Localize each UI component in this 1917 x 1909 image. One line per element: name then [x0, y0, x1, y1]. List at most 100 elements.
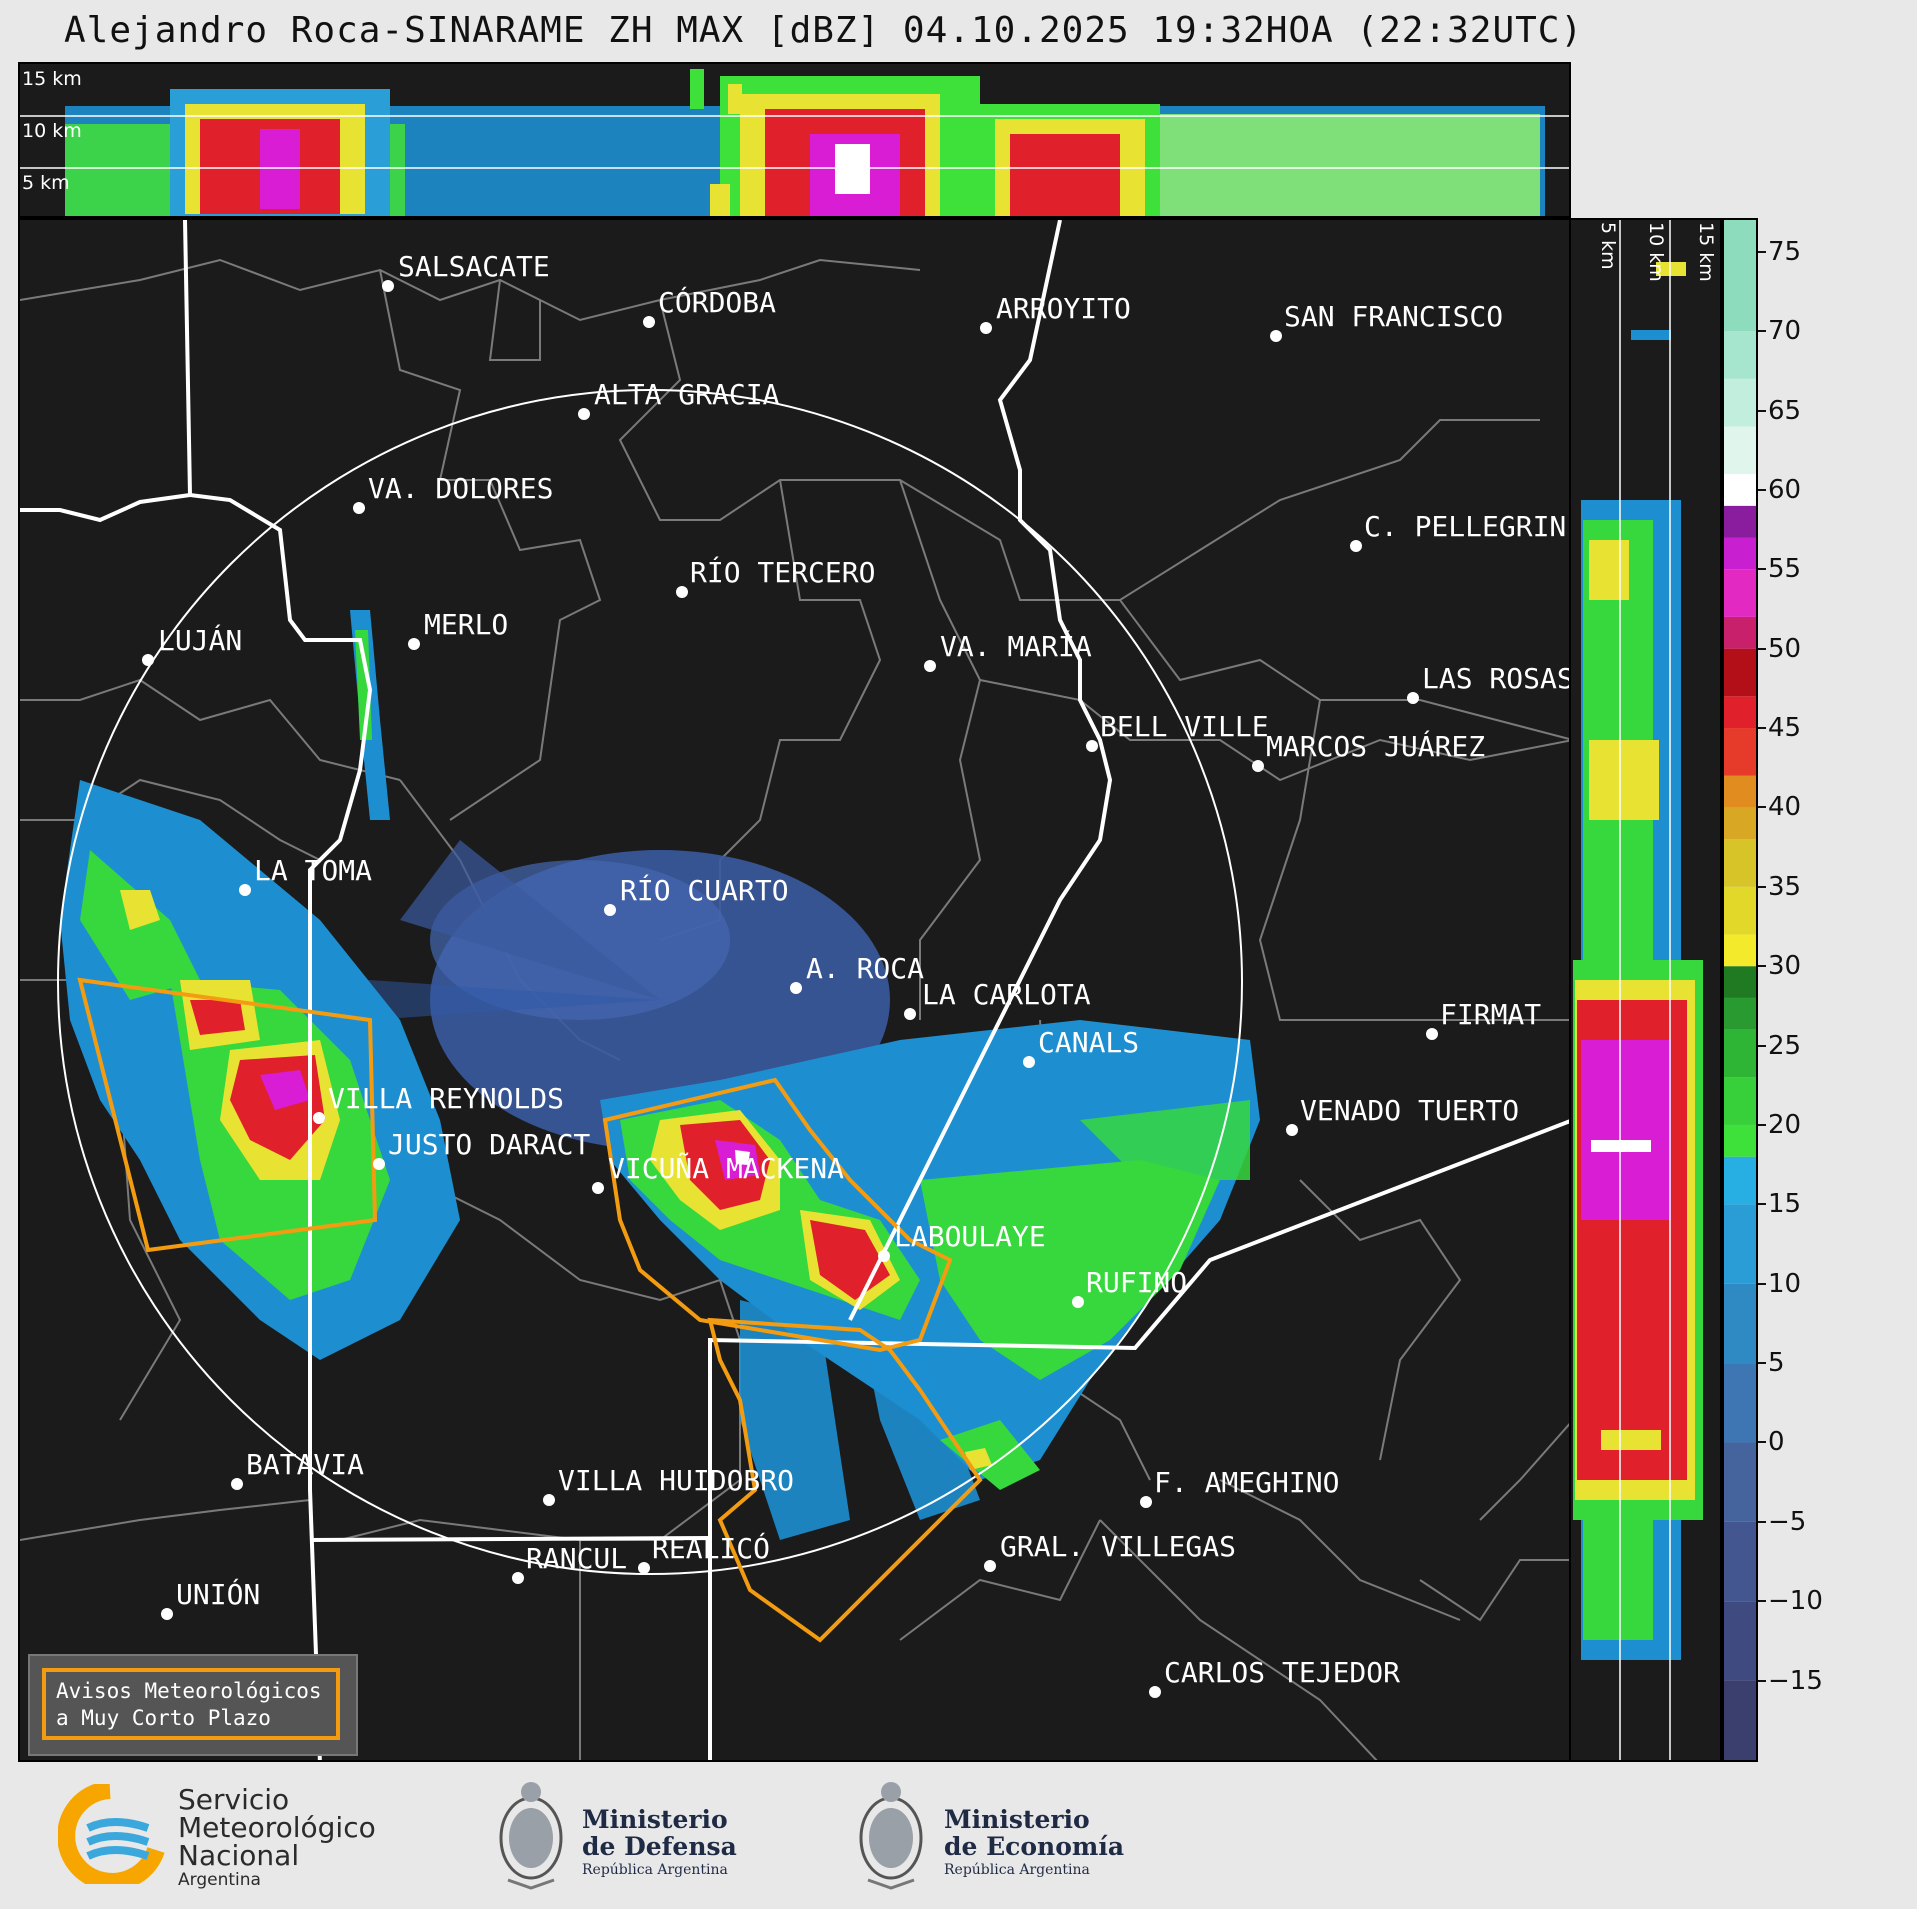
colorbar-tick-label: 15 — [1768, 1189, 1802, 1220]
smn-logo-icon — [58, 1784, 165, 1884]
colorbar-band — [1724, 474, 1756, 506]
colorbar-tick-mark — [1758, 1600, 1766, 1603]
colorbar-tick-label: 75 — [1768, 236, 1802, 267]
colorbar-tick-label: 25 — [1768, 1030, 1802, 1061]
colorbar-tick-mark — [1758, 250, 1766, 253]
colorbar-band — [1724, 1363, 1756, 1443]
defensa-line3: República Argentina — [582, 1862, 728, 1878]
city-label-realico: REALICÓ — [652, 1531, 770, 1565]
colorbar-tick-label: 0 — [1768, 1427, 1785, 1458]
colorbar-band — [1724, 1077, 1756, 1125]
colorbar-band — [1724, 537, 1756, 570]
city-label-bell-ville: BELL VILLE — [1100, 710, 1269, 743]
colorbar-band — [1724, 1680, 1756, 1760]
radar-echoes — [60, 610, 1260, 1540]
defensa-line2: de Defensa — [582, 1832, 737, 1861]
colorbar-band — [1724, 1521, 1756, 1602]
smn-line3: Nacional — [178, 1839, 300, 1872]
city-label-va-dolores: VA. DOLORES — [368, 472, 553, 505]
smn-line1: Servicio — [178, 1783, 290, 1816]
economia-line2: de Economía — [944, 1832, 1125, 1861]
colorbar-band — [1724, 1124, 1756, 1157]
colorbar-tick-label: −5 — [1768, 1506, 1807, 1537]
page-title: Alejandro Roca-SINARAME ZH MAX [dBZ] 04.… — [64, 10, 1584, 51]
radar-map-graphic: SALSACATE CÓRDOBA ARROYITO SAN FRANCISCO… — [20, 220, 1571, 1760]
colorbar-tick-label: 5 — [1768, 1348, 1785, 1379]
colorbar-tick-mark — [1758, 1203, 1766, 1206]
warning-legend-frame: Avisos Meteorológicos a Muy Corto Plazo — [42, 1668, 340, 1740]
city-label-rio-cuarto: RÍO CUARTO — [620, 873, 789, 907]
city-markers — [142, 280, 1438, 1698]
city-label-f-ameghino: F. AMEGHINO — [1154, 1466, 1339, 1499]
height-label-15km: 15 km — [22, 68, 82, 90]
colorbar-tick-mark — [1758, 885, 1766, 888]
colorbar-band — [1724, 220, 1756, 332]
colorbar-tick-mark — [1758, 965, 1766, 968]
city-label-villa-huidobro: VILLA HUIDOBRO — [558, 1464, 794, 1497]
city-label-a-roca: A. ROCA — [806, 952, 924, 985]
colorbar-tick-mark — [1758, 1282, 1766, 1285]
colorbar-band — [1724, 934, 1756, 967]
colorbar-tick-mark — [1758, 1520, 1766, 1523]
colorbar-band — [1724, 696, 1756, 729]
colorbar-tick-mark — [1758, 647, 1766, 650]
city-label-las-rosas: LAS ROSAS — [1422, 662, 1571, 695]
smn-logo-text: Servicio Meteorológico Nacional Argentin… — [178, 1783, 376, 1891]
colorbar-tick-label: −15 — [1768, 1665, 1823, 1696]
colorbar-band — [1724, 886, 1756, 935]
defensa-shield-icon — [499, 1782, 563, 1890]
city-label-villa-reynolds: VILLA REYNOLDS — [328, 1082, 564, 1115]
city-label-union: UNIÓN — [176, 1577, 260, 1611]
radar-map: SALSACATE CÓRDOBA ARROYITO SAN FRANCISCO… — [18, 218, 1571, 1762]
city-label-marcos-juarez: MARCOS JUÁREZ — [1266, 729, 1485, 763]
city-label-salsacate: SALSACATE — [398, 250, 550, 283]
city-label-cordoba: CÓRDOBA — [658, 285, 776, 319]
colorbar-tick-label: 50 — [1768, 633, 1802, 664]
colorbar-band — [1724, 1442, 1756, 1522]
colorbar-tick-label: 45 — [1768, 713, 1802, 744]
colorbar-tick-mark — [1758, 1362, 1766, 1365]
economia-line3: República Argentina — [944, 1862, 1090, 1878]
colorbar-tick-mark — [1758, 488, 1766, 491]
city-label-va-maria: VA. MARÍA — [940, 629, 1092, 663]
city-label-la-toma: LA TOMA — [254, 854, 372, 887]
economia-logo-text: Ministerio de Economía República Argenti… — [944, 1806, 1124, 1880]
colorbar-tick-label: 30 — [1768, 951, 1802, 982]
province-borders — [20, 220, 1569, 1760]
city-label-laboulaye: LABOULAYE — [894, 1220, 1046, 1253]
city-label-rio-tercero: RÍO TERCERO — [690, 555, 875, 589]
colorbar-band — [1724, 1156, 1756, 1205]
city-label-venado-tuerto: VENADO TUERTO — [1300, 1094, 1519, 1127]
warning-polygons — [77, 977, 983, 1643]
colorbar-band — [1724, 378, 1756, 427]
economia-line1: Ministerio — [944, 1805, 1090, 1834]
colorbar-band — [1724, 1029, 1756, 1078]
side-height-profile: 5 km 10 km 15 km — [1569, 218, 1722, 1762]
colorbar-tick-label: −10 — [1768, 1586, 1823, 1617]
city-label-la-carlota: LA CARLOTA — [922, 978, 1091, 1011]
colorbar-tick-mark — [1758, 330, 1766, 333]
top-height-profile: 15 km 10 km 5 km — [18, 62, 1571, 218]
height-label-5km: 5 km — [22, 172, 70, 194]
economia-shield-icon — [859, 1782, 923, 1890]
city-label-merlo: MERLO — [424, 608, 508, 641]
colorbar-band — [1724, 616, 1756, 649]
colorbar-graphic — [1724, 220, 1756, 1760]
city-label-arroyito: ARROYITO — [996, 292, 1131, 325]
defensa-line1: Ministerio — [582, 1805, 728, 1834]
colorbar-band — [1724, 997, 1756, 1030]
side-height-label-5km: 5 km — [1597, 222, 1619, 270]
city-label-vicuna-mackena: VICUÑA MACKENA — [608, 1151, 844, 1185]
reflectivity-colorbar — [1722, 218, 1758, 1762]
colorbar-tick-label: 40 — [1768, 792, 1802, 823]
colorbar-band — [1724, 728, 1756, 776]
colorbar-tick-mark — [1758, 1123, 1766, 1126]
colorbar-tick-mark — [1758, 1679, 1766, 1682]
colorbar-tick-label: 60 — [1768, 474, 1802, 505]
city-label-c-pellegrini: C. PELLEGRINI — [1364, 510, 1571, 543]
colorbar-band — [1724, 569, 1756, 617]
city-label-alta-gracia: ALTA GRACIA — [594, 378, 780, 411]
colorbar-tick-mark — [1758, 806, 1766, 809]
colorbar-band — [1724, 505, 1756, 538]
smn-line2: Meteorológico — [178, 1811, 376, 1844]
